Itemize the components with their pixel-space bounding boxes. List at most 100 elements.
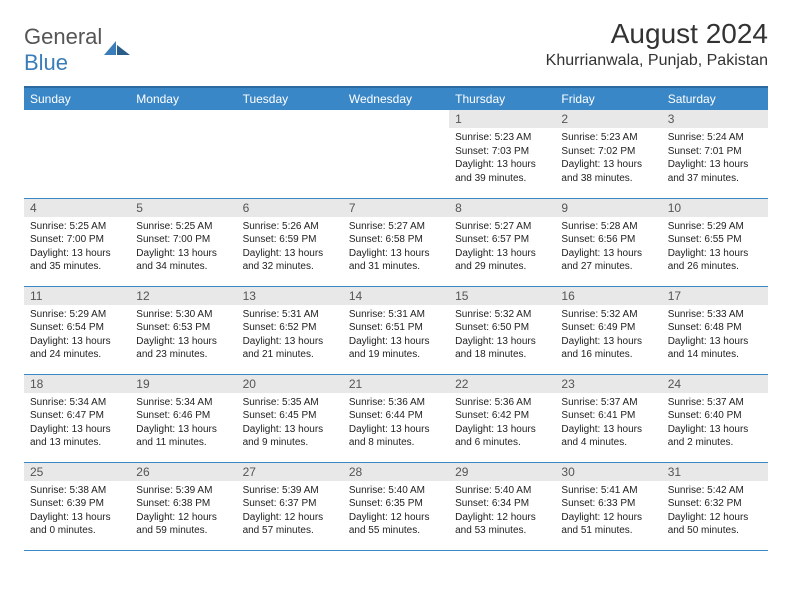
day-info-line: Sunrise: 5:26 AM <box>243 220 337 234</box>
calendar-day-cell: 28Sunrise: 5:40 AMSunset: 6:35 PMDayligh… <box>343 462 449 550</box>
calendar-day-cell: 11Sunrise: 5:29 AMSunset: 6:54 PMDayligh… <box>24 286 130 374</box>
day-content: Sunrise: 5:23 AMSunset: 7:03 PMDaylight:… <box>449 128 555 188</box>
day-info-line: Daylight: 13 hours and 34 minutes. <box>136 247 230 274</box>
day-info-line: Sunset: 6:50 PM <box>455 321 549 335</box>
day-content: Sunrise: 5:24 AMSunset: 7:01 PMDaylight:… <box>662 128 768 188</box>
day-content: Sunrise: 5:29 AMSunset: 6:54 PMDaylight:… <box>24 305 130 365</box>
day-info-line: Sunrise: 5:28 AM <box>561 220 655 234</box>
day-number: 17 <box>662 287 768 305</box>
day-info-line: Daylight: 13 hours and 0 minutes. <box>30 511 124 538</box>
day-info-line: Daylight: 13 hours and 19 minutes. <box>349 335 443 362</box>
day-number: 18 <box>24 375 130 393</box>
day-info-line: Sunset: 6:41 PM <box>561 409 655 423</box>
day-info-line: Daylight: 13 hours and 37 minutes. <box>668 158 762 185</box>
weekday-header: Tuesday <box>237 87 343 110</box>
day-info-line: Sunset: 7:01 PM <box>668 145 762 159</box>
calendar-day-cell: 10Sunrise: 5:29 AMSunset: 6:55 PMDayligh… <box>662 198 768 286</box>
day-info-line: Sunrise: 5:40 AM <box>349 484 443 498</box>
month-title: August 2024 <box>546 18 768 50</box>
day-number: 5 <box>130 199 236 217</box>
day-number: 30 <box>555 463 661 481</box>
weekday-header: Saturday <box>662 87 768 110</box>
calendar-day-cell: .. <box>343 110 449 198</box>
day-number: 2 <box>555 110 661 128</box>
brand-word1: General <box>24 24 102 49</box>
day-info-line: Sunrise: 5:40 AM <box>455 484 549 498</box>
day-number: 12 <box>130 287 236 305</box>
day-number: 26 <box>130 463 236 481</box>
day-info-line: Sunset: 6:59 PM <box>243 233 337 247</box>
day-content: Sunrise: 5:27 AMSunset: 6:57 PMDaylight:… <box>449 217 555 277</box>
day-info-line: Sunrise: 5:29 AM <box>30 308 124 322</box>
day-number: 1 <box>449 110 555 128</box>
calendar-day-cell: 21Sunrise: 5:36 AMSunset: 6:44 PMDayligh… <box>343 374 449 462</box>
calendar-day-cell: 20Sunrise: 5:35 AMSunset: 6:45 PMDayligh… <box>237 374 343 462</box>
day-info-line: Sunrise: 5:25 AM <box>30 220 124 234</box>
day-info-line: Daylight: 13 hours and 32 minutes. <box>243 247 337 274</box>
day-content: Sunrise: 5:36 AMSunset: 6:42 PMDaylight:… <box>449 393 555 453</box>
sail-icon <box>104 41 130 59</box>
day-info-line: Sunset: 7:03 PM <box>455 145 549 159</box>
day-number: 9 <box>555 199 661 217</box>
day-number: 22 <box>449 375 555 393</box>
day-info-line: Sunrise: 5:42 AM <box>668 484 762 498</box>
day-info-line: Daylight: 13 hours and 16 minutes. <box>561 335 655 362</box>
day-number: 11 <box>24 287 130 305</box>
day-info-line: Sunrise: 5:38 AM <box>30 484 124 498</box>
weekday-header: Wednesday <box>343 87 449 110</box>
day-content: Sunrise: 5:25 AMSunset: 7:00 PMDaylight:… <box>24 217 130 277</box>
day-info-line: Daylight: 13 hours and 39 minutes. <box>455 158 549 185</box>
day-info-line: Sunset: 6:53 PM <box>136 321 230 335</box>
day-content: Sunrise: 5:37 AMSunset: 6:40 PMDaylight:… <box>662 393 768 453</box>
day-info-line: Daylight: 13 hours and 31 minutes. <box>349 247 443 274</box>
day-info-line: Sunrise: 5:27 AM <box>349 220 443 234</box>
day-info-line: Sunrise: 5:31 AM <box>243 308 337 322</box>
day-content: Sunrise: 5:32 AMSunset: 6:49 PMDaylight:… <box>555 305 661 365</box>
calendar-day-cell: 13Sunrise: 5:31 AMSunset: 6:52 PMDayligh… <box>237 286 343 374</box>
day-info-line: Sunset: 6:55 PM <box>668 233 762 247</box>
day-content: Sunrise: 5:30 AMSunset: 6:53 PMDaylight:… <box>130 305 236 365</box>
day-number: 13 <box>237 287 343 305</box>
calendar-day-cell: 7Sunrise: 5:27 AMSunset: 6:58 PMDaylight… <box>343 198 449 286</box>
day-info-line: Daylight: 13 hours and 23 minutes. <box>136 335 230 362</box>
calendar-day-cell: 16Sunrise: 5:32 AMSunset: 6:49 PMDayligh… <box>555 286 661 374</box>
day-info-line: Daylight: 13 hours and 24 minutes. <box>30 335 124 362</box>
day-content: Sunrise: 5:23 AMSunset: 7:02 PMDaylight:… <box>555 128 661 188</box>
day-number: 25 <box>24 463 130 481</box>
day-info-line: Daylight: 13 hours and 27 minutes. <box>561 247 655 274</box>
day-content: Sunrise: 5:31 AMSunset: 6:52 PMDaylight:… <box>237 305 343 365</box>
day-info-line: Sunset: 6:40 PM <box>668 409 762 423</box>
day-number: 6 <box>237 199 343 217</box>
day-content: Sunrise: 5:39 AMSunset: 6:38 PMDaylight:… <box>130 481 236 541</box>
day-number: 19 <box>130 375 236 393</box>
day-content: Sunrise: 5:39 AMSunset: 6:37 PMDaylight:… <box>237 481 343 541</box>
day-info-line: Sunset: 6:33 PM <box>561 497 655 511</box>
day-info-line: Daylight: 13 hours and 8 minutes. <box>349 423 443 450</box>
day-info-line: Sunset: 6:32 PM <box>668 497 762 511</box>
day-info-line: Sunrise: 5:39 AM <box>243 484 337 498</box>
day-info-line: Sunset: 6:44 PM <box>349 409 443 423</box>
day-content: Sunrise: 5:32 AMSunset: 6:50 PMDaylight:… <box>449 305 555 365</box>
day-info-line: Sunrise: 5:27 AM <box>455 220 549 234</box>
weekday-header: Thursday <box>449 87 555 110</box>
day-content: Sunrise: 5:34 AMSunset: 6:46 PMDaylight:… <box>130 393 236 453</box>
calendar-day-cell: 18Sunrise: 5:34 AMSunset: 6:47 PMDayligh… <box>24 374 130 462</box>
calendar-week-row: 18Sunrise: 5:34 AMSunset: 6:47 PMDayligh… <box>24 374 768 462</box>
day-info-line: Sunrise: 5:36 AM <box>455 396 549 410</box>
day-info-line: Daylight: 12 hours and 50 minutes. <box>668 511 762 538</box>
calendar-table: SundayMondayTuesdayWednesdayThursdayFrid… <box>24 86 768 551</box>
calendar-day-cell: 12Sunrise: 5:30 AMSunset: 6:53 PMDayligh… <box>130 286 236 374</box>
weekday-header: Friday <box>555 87 661 110</box>
calendar-day-cell: 19Sunrise: 5:34 AMSunset: 6:46 PMDayligh… <box>130 374 236 462</box>
day-number: 31 <box>662 463 768 481</box>
day-info-line: Daylight: 13 hours and 21 minutes. <box>243 335 337 362</box>
calendar-day-cell: 30Sunrise: 5:41 AMSunset: 6:33 PMDayligh… <box>555 462 661 550</box>
day-info-line: Sunset: 6:48 PM <box>668 321 762 335</box>
calendar-day-cell: 23Sunrise: 5:37 AMSunset: 6:41 PMDayligh… <box>555 374 661 462</box>
day-content: Sunrise: 5:41 AMSunset: 6:33 PMDaylight:… <box>555 481 661 541</box>
day-info-line: Sunset: 6:54 PM <box>30 321 124 335</box>
calendar-day-cell: 27Sunrise: 5:39 AMSunset: 6:37 PMDayligh… <box>237 462 343 550</box>
calendar-day-cell: 15Sunrise: 5:32 AMSunset: 6:50 PMDayligh… <box>449 286 555 374</box>
day-info-line: Daylight: 13 hours and 11 minutes. <box>136 423 230 450</box>
day-info-line: Sunrise: 5:34 AM <box>30 396 124 410</box>
